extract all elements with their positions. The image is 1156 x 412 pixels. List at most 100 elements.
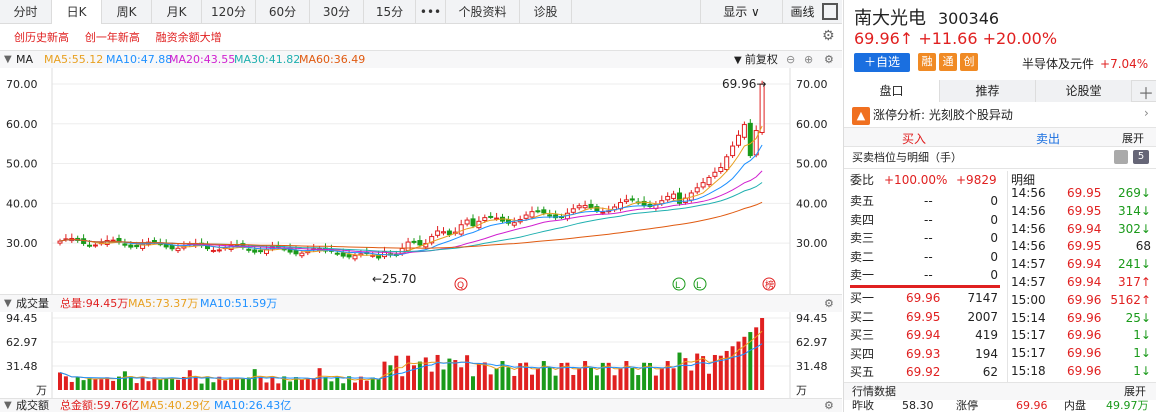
bid-row[interactable]: 买五 69.92 62: [844, 363, 1008, 382]
candle-body: [582, 204, 588, 209]
settings-gear-icon[interactable]: ⚙: [824, 53, 834, 66]
settings-gear-icon[interactable]: ⚙: [822, 28, 835, 44]
bid-row[interactable]: 买三 69.94 419: [844, 326, 1008, 345]
bid-row[interactable]: 买四 69.93 194: [844, 345, 1008, 364]
tab-30min[interactable]: 30分: [310, 0, 364, 24]
event-marker-l-circle[interactable]: [693, 277, 707, 291]
bid-row[interactable]: 买一 69.96 7147: [844, 289, 1008, 308]
event-marker-l-circle[interactable]: [672, 277, 686, 291]
quote-data-bar: 行情数据 展开: [844, 382, 1156, 400]
sell-button[interactable]: 卖出: [1036, 132, 1061, 146]
tab-profile[interactable]: 个股资料: [446, 0, 520, 24]
volume-bar: [193, 376, 198, 390]
zoom-out-icon[interactable]: ⊖: [786, 53, 796, 66]
tab-monthly[interactable]: 月K: [152, 0, 202, 24]
ask-price: --: [924, 268, 933, 282]
volume-bar: [412, 365, 416, 390]
adjust-dropdown[interactable]: ▼ 前复权: [734, 53, 778, 66]
event-marker-l[interactable]: L: [675, 281, 680, 291]
zoom-in-icon[interactable]: ⊕: [804, 53, 814, 66]
ma10-value: MA10:47.88: [106, 53, 173, 66]
tick-volume: 1↓: [1133, 364, 1151, 378]
volume-bar: [388, 365, 393, 390]
volume-bar: [75, 376, 80, 390]
bid-row[interactable]: 买二 69.95 2007: [844, 308, 1008, 327]
limit-analysis-text: 光刻胶个股异动: [928, 108, 1013, 122]
volume-bar: [754, 327, 759, 390]
draw-line-button[interactable]: 画线: [782, 0, 822, 24]
volume-bar: [299, 379, 304, 390]
ask-price: --: [924, 231, 933, 245]
limit-analysis[interactable]: ▲ 涨停分析: 光刻胶个股异动: [852, 106, 1013, 125]
tab-diagnose[interactable]: 诊股: [520, 0, 572, 24]
volume-bar: [117, 376, 121, 390]
tab-recommend[interactable]: 推荐: [940, 80, 1036, 102]
candle-body: [340, 252, 346, 257]
ask-row[interactable]: 卖三 -- 0: [844, 229, 1008, 248]
badge-margin: 融资余额大增: [155, 31, 222, 44]
tab-pankou[interactable]: 盘口: [844, 80, 940, 102]
tick-row: 15:00 69.96 5162↑: [1009, 292, 1156, 309]
tick-row: 15:17 69.96 1↓: [1009, 345, 1156, 362]
candle-body: [694, 187, 700, 193]
volume-bar: [612, 375, 617, 390]
candle-body: [488, 215, 494, 218]
volume-bar: [170, 378, 175, 390]
candle-body: [417, 240, 423, 246]
event-marker-q-circle[interactable]: [454, 277, 468, 291]
tab-120min[interactable]: 120分: [202, 0, 256, 24]
volume-bar: [205, 376, 210, 390]
stock-name-text: 南大光电: [854, 8, 926, 29]
bid-level: 买一: [850, 291, 875, 305]
price-axis-label: 60.00: [6, 118, 38, 131]
tick-time: 14:56: [1011, 203, 1046, 218]
tab-15min[interactable]: 15分: [364, 0, 416, 24]
volume-bar: [87, 377, 92, 390]
candle-body: [122, 243, 128, 246]
window-toggle-icon[interactable]: [822, 3, 838, 20]
volume-bar: [571, 374, 576, 390]
lock-icon[interactable]: [1114, 150, 1128, 164]
volume-bar: [235, 378, 239, 390]
expand-trade-button[interactable]: 展开: [1122, 132, 1144, 145]
prev-close-label: 昨收: [852, 400, 874, 412]
settings-gear-icon[interactable]: ⚙: [824, 399, 834, 412]
limit-up-value: 69.96: [1016, 400, 1048, 412]
volume-bar: [565, 362, 570, 390]
tab-forum[interactable]: 论股堂: [1036, 80, 1132, 102]
price-axis-label: 50.00: [6, 158, 38, 171]
ask-row[interactable]: 卖四 -- 0: [844, 211, 1008, 230]
more-tabs-button[interactable]: •••: [416, 0, 446, 24]
event-marker-l[interactable]: L: [696, 281, 701, 291]
tick-time: 14:57: [1011, 275, 1046, 289]
candle-body: [712, 171, 718, 177]
ask-row[interactable]: 卖五 -- 0: [844, 192, 1008, 211]
chevron-right-icon[interactable]: ›: [1144, 106, 1149, 120]
tab-daily[interactable]: 日K: [52, 0, 102, 24]
volume-bar: [559, 363, 564, 390]
tab-weekly[interactable]: 周K: [102, 0, 152, 24]
ask-row[interactable]: 卖一 -- 0: [844, 266, 1008, 285]
event-marker-bang-circle[interactable]: [762, 277, 776, 291]
settings-gear-icon[interactable]: ⚙: [824, 297, 834, 310]
book-depth[interactable]: 5: [1133, 150, 1149, 164]
add-tab-icon[interactable]: ＋: [1138, 84, 1155, 103]
buy-button[interactable]: 买入: [902, 132, 927, 146]
tab-60min[interactable]: 60分: [256, 0, 310, 24]
quote-panel: 南大光电 300346 69.96↑ +11.66 +20.00% ＋自选 融通创…: [843, 0, 1156, 412]
display-dropdown[interactable]: 显示 ∨: [700, 0, 782, 24]
ask-level: 卖五: [850, 194, 875, 208]
expand-quote-button[interactable]: 展开: [1124, 385, 1146, 398]
sector-info[interactable]: 半导体及元件 +7.04%: [1022, 55, 1148, 72]
event-marker-bang[interactable]: 榜: [765, 279, 774, 291]
amount-ma5: MA5:40.29亿: [140, 399, 211, 412]
tick-price: 69.96: [1067, 346, 1102, 361]
event-marker-q[interactable]: Q: [457, 281, 464, 291]
tab-intraday[interactable]: 分时: [0, 0, 52, 24]
ask-volume: 0: [990, 231, 998, 245]
ask-row[interactable]: 卖二 -- 0: [844, 248, 1008, 267]
candle-body: [246, 248, 252, 251]
tick-row: 14:57 69.94 317↑: [1009, 274, 1156, 291]
divider: [844, 168, 1156, 169]
add-watchlist-button[interactable]: ＋自选: [854, 53, 910, 72]
